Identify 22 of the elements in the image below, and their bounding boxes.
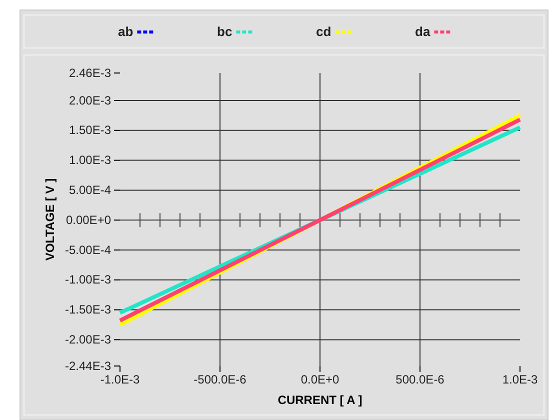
- x-tick-label: 0.0E+0: [300, 372, 340, 387]
- y-tick-label: -5.00E-4: [64, 242, 112, 257]
- y-tick-label: -1.00E-3: [64, 272, 112, 287]
- legend-label: da: [415, 24, 431, 39]
- legend-label: ab: [118, 24, 134, 39]
- legend-label: cd: [316, 24, 332, 39]
- y-tick-label: -2.00E-3: [64, 332, 112, 347]
- y-tick-label: 5.00E-4: [68, 183, 112, 198]
- y-tick-label: -2.44E-3: [64, 358, 112, 373]
- y-tick-label: 2.46E-3: [68, 66, 112, 80]
- y-tick-label: 2.00E-3: [68, 93, 112, 108]
- x-axis-title: CURRENT [ A ]: [278, 393, 362, 407]
- x-tick-label: -1.0E-3: [100, 372, 140, 387]
- x-tick-label: 500.0E-6: [396, 372, 445, 387]
- x-tick-label: 1.0E-3: [502, 372, 538, 387]
- x-tick-label: -500.0E-6: [194, 372, 247, 387]
- y-axis-title: VOLTAGE [ V ]: [43, 178, 57, 261]
- y-tick-label: 1.50E-3: [68, 123, 112, 138]
- legend-label: bc: [217, 24, 232, 39]
- y-tick-label: -1.50E-3: [64, 302, 112, 317]
- y-tick-label: 1.00E-3: [68, 153, 112, 168]
- y-tick-label: 0.00E+0: [66, 212, 112, 227]
